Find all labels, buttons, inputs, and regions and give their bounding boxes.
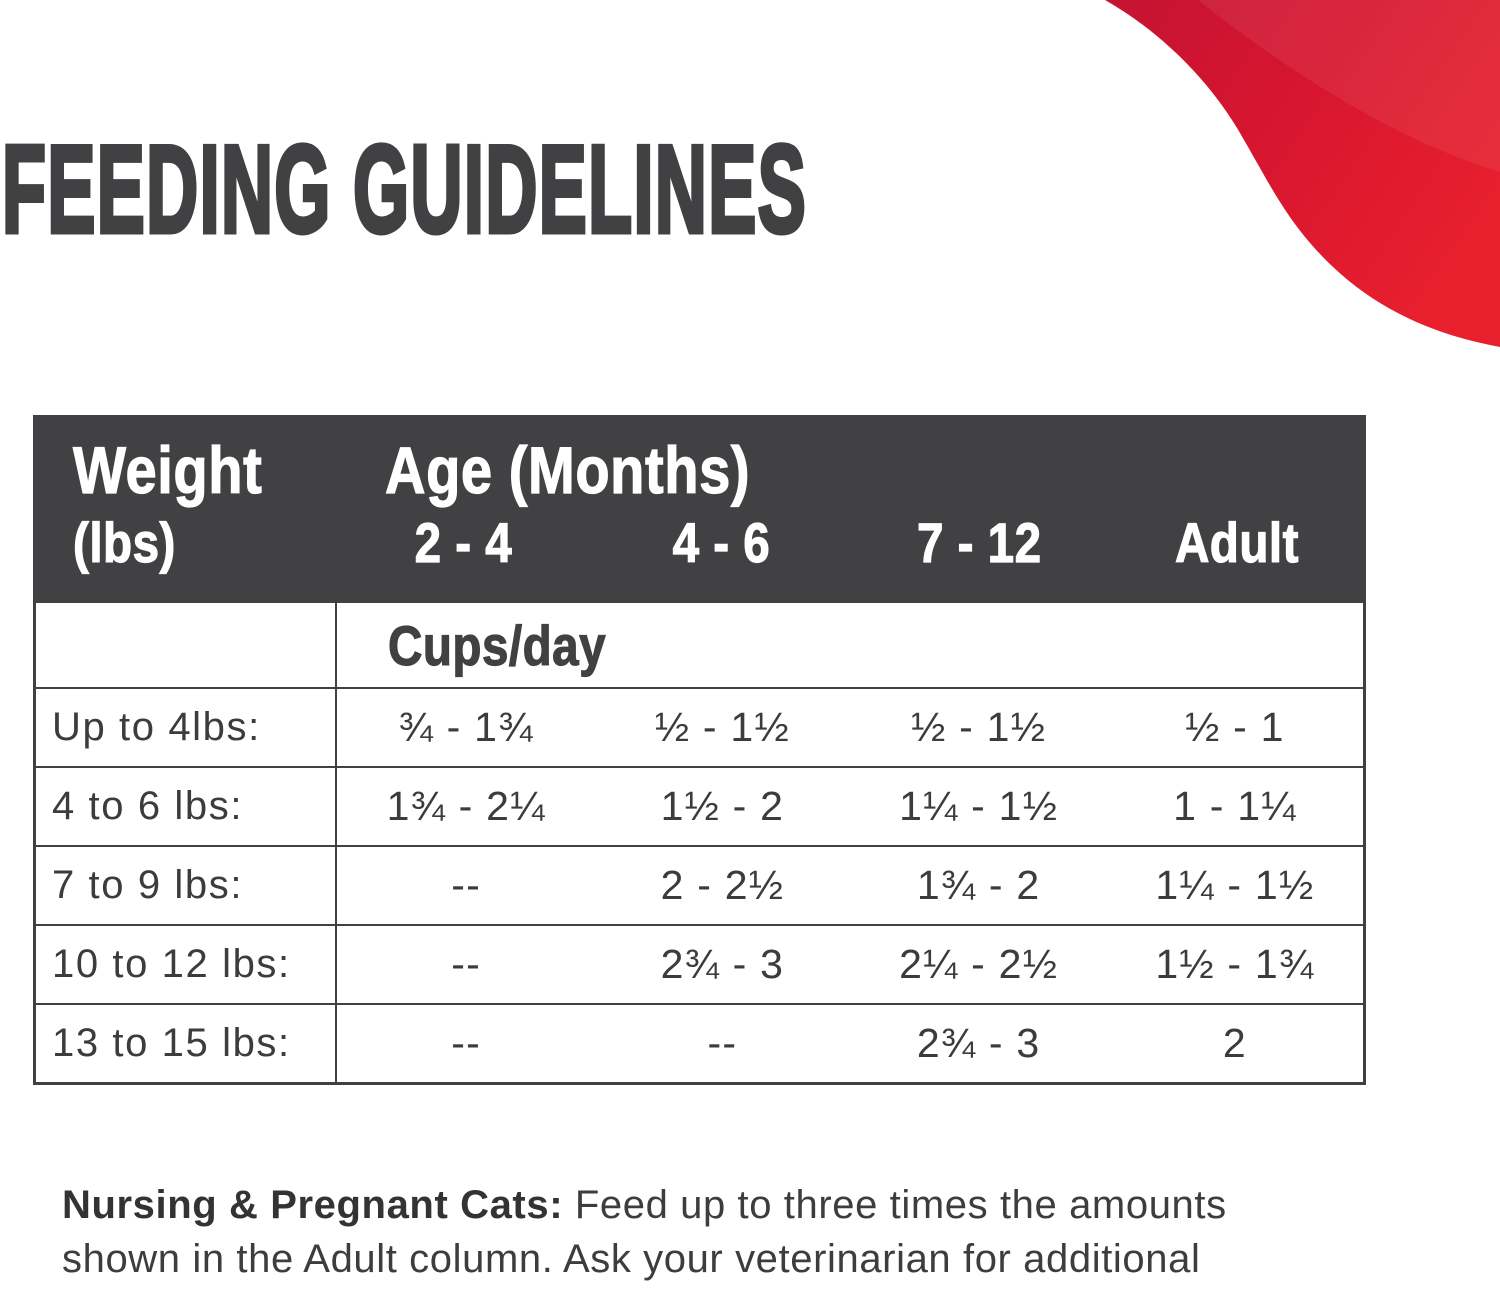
table-row: 13 to 15 lbs: -- -- 2¾ - 3 2 <box>36 1003 1363 1082</box>
row-value: 1½ - 1¾ <box>1155 941 1315 987</box>
table-row: Up to 4lbs: ¾ - 1¾ ½ - 1½ ½ - 1½ ½ - 1 <box>36 687 1363 766</box>
footnote-bold: Nursing & Pregnant Cats: <box>62 1183 564 1227</box>
row-value: 1¾ - 2¼ <box>386 783 546 829</box>
header-age-col-4-6: 4 - 6 <box>672 511 771 574</box>
header-age-group: Age (Months) <box>384 433 751 507</box>
row-value: 2¾ - 3 <box>916 1020 1041 1066</box>
row-value: ½ - 1½ <box>654 704 790 750</box>
row-value: -- <box>451 862 482 908</box>
row-weight-label: 10 to 12 lbs: <box>52 942 291 986</box>
row-weight-label: Up to 4lbs: <box>52 705 261 749</box>
row-value: 2 - 2½ <box>660 862 785 908</box>
row-value: 1¾ - 2 <box>916 862 1041 908</box>
row-weight-label: 7 to 9 lbs: <box>52 863 244 907</box>
units-label: Cups/day <box>387 614 607 677</box>
table-header: Weight (lbs) Age (Months) 2 - 4 4 - 6 7 … <box>33 415 1366 603</box>
row-value: -- <box>451 1020 482 1066</box>
row-value: 1 - 1¼ <box>1173 783 1297 829</box>
feeding-table: Weight (lbs) Age (Months) 2 - 4 4 - 6 7 … <box>33 415 1366 1085</box>
header-age-columns: 2 - 4 4 - 6 7 - 12 Adult <box>335 511 1366 574</box>
page-title: FEEDING GUIDELINES <box>1 121 1390 259</box>
table-row: 4 to 6 lbs: 1¾ - 2¼ 1½ - 2 1¼ - 1½ 1 - 1… <box>36 766 1363 845</box>
row-value: ½ - 1½ <box>911 704 1047 750</box>
row-value: 2¼ - 2½ <box>899 941 1059 987</box>
table-row: 10 to 12 lbs: -- 2¾ - 3 2¼ - 2½ 1½ - 1¾ <box>36 924 1363 1003</box>
row-value: 2 <box>1222 1020 1247 1066</box>
header-weight-unit: (lbs) <box>72 511 176 574</box>
table-row: 7 to 9 lbs: -- 2 - 2½ 1¾ - 2 1¼ - 1½ <box>36 845 1363 924</box>
header-age-col-7-12: 7 - 12 <box>917 511 1042 574</box>
row-value: ¾ - 1¾ <box>398 704 534 750</box>
header-weight: Weight <box>72 433 263 507</box>
row-value: 1½ - 2 <box>660 783 785 829</box>
footnote: Nursing & Pregnant Cats: Feed up to thre… <box>62 1178 1422 1292</box>
header-age-col-2-4: 2 - 4 <box>415 511 513 574</box>
footnote-line1: Feed up to three times the amounts <box>563 1183 1227 1227</box>
row-weight-label: 4 to 6 lbs: <box>52 784 244 828</box>
column-divider <box>335 603 337 1082</box>
page-title-text: FEEDING GUIDELINES <box>1 121 808 259</box>
row-value: ½ - 1 <box>1185 704 1285 750</box>
row-weight-label: 13 to 15 lbs: <box>52 1021 291 1065</box>
row-value: 1¼ - 1½ <box>899 783 1059 829</box>
red-swoosh-graphic <box>1105 0 1500 347</box>
footnote-line2: shown in the Adult column. Ask your vete… <box>62 1237 1201 1281</box>
row-value: -- <box>451 941 482 987</box>
row-value: 2¾ - 3 <box>660 941 785 987</box>
units-row: Cups/day <box>36 603 1363 687</box>
header-age-col-adult: Adult <box>1175 511 1300 574</box>
row-value: -- <box>707 1020 738 1066</box>
row-value: 1¼ - 1½ <box>1155 862 1315 908</box>
